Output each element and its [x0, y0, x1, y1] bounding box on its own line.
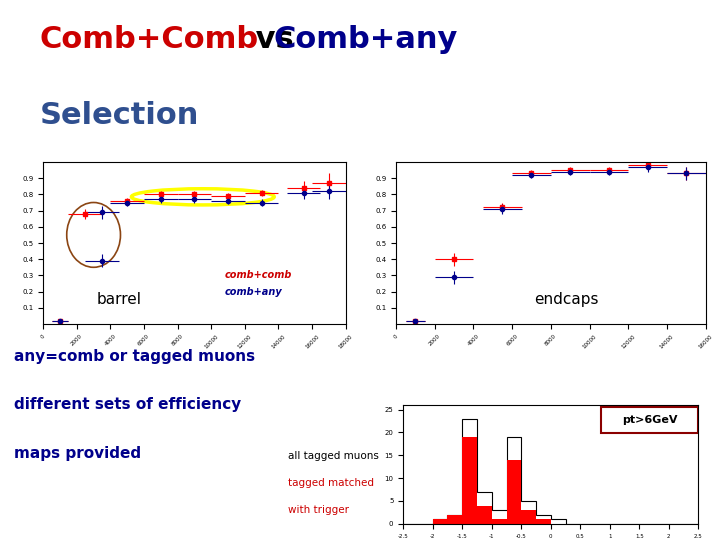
Text: maps provided: maps provided [14, 446, 142, 461]
FancyBboxPatch shape [601, 407, 698, 433]
Text: with trigger: with trigger [288, 505, 349, 515]
Text: endcaps: endcaps [534, 292, 598, 307]
Text: comb+comb: comb+comb [225, 271, 292, 280]
Text: any=comb or tagged muons: any=comb or tagged muons [14, 349, 256, 364]
Text: comb+any: comb+any [225, 287, 282, 296]
Text: barrel: barrel [96, 292, 141, 307]
Text: Comb+Comb: Comb+Comb [40, 25, 258, 54]
Text: 15: 15 [4, 139, 19, 148]
Text: tagged matched: tagged matched [288, 478, 374, 488]
Text: all tagged muons: all tagged muons [288, 451, 379, 461]
Text: Selection: Selection [40, 100, 199, 130]
Text: different sets of efficiency: different sets of efficiency [14, 397, 242, 413]
Text: vs: vs [245, 25, 304, 54]
Text: pt>6GeV: pt>6GeV [621, 415, 677, 425]
Text: Comb+any: Comb+any [274, 25, 458, 54]
